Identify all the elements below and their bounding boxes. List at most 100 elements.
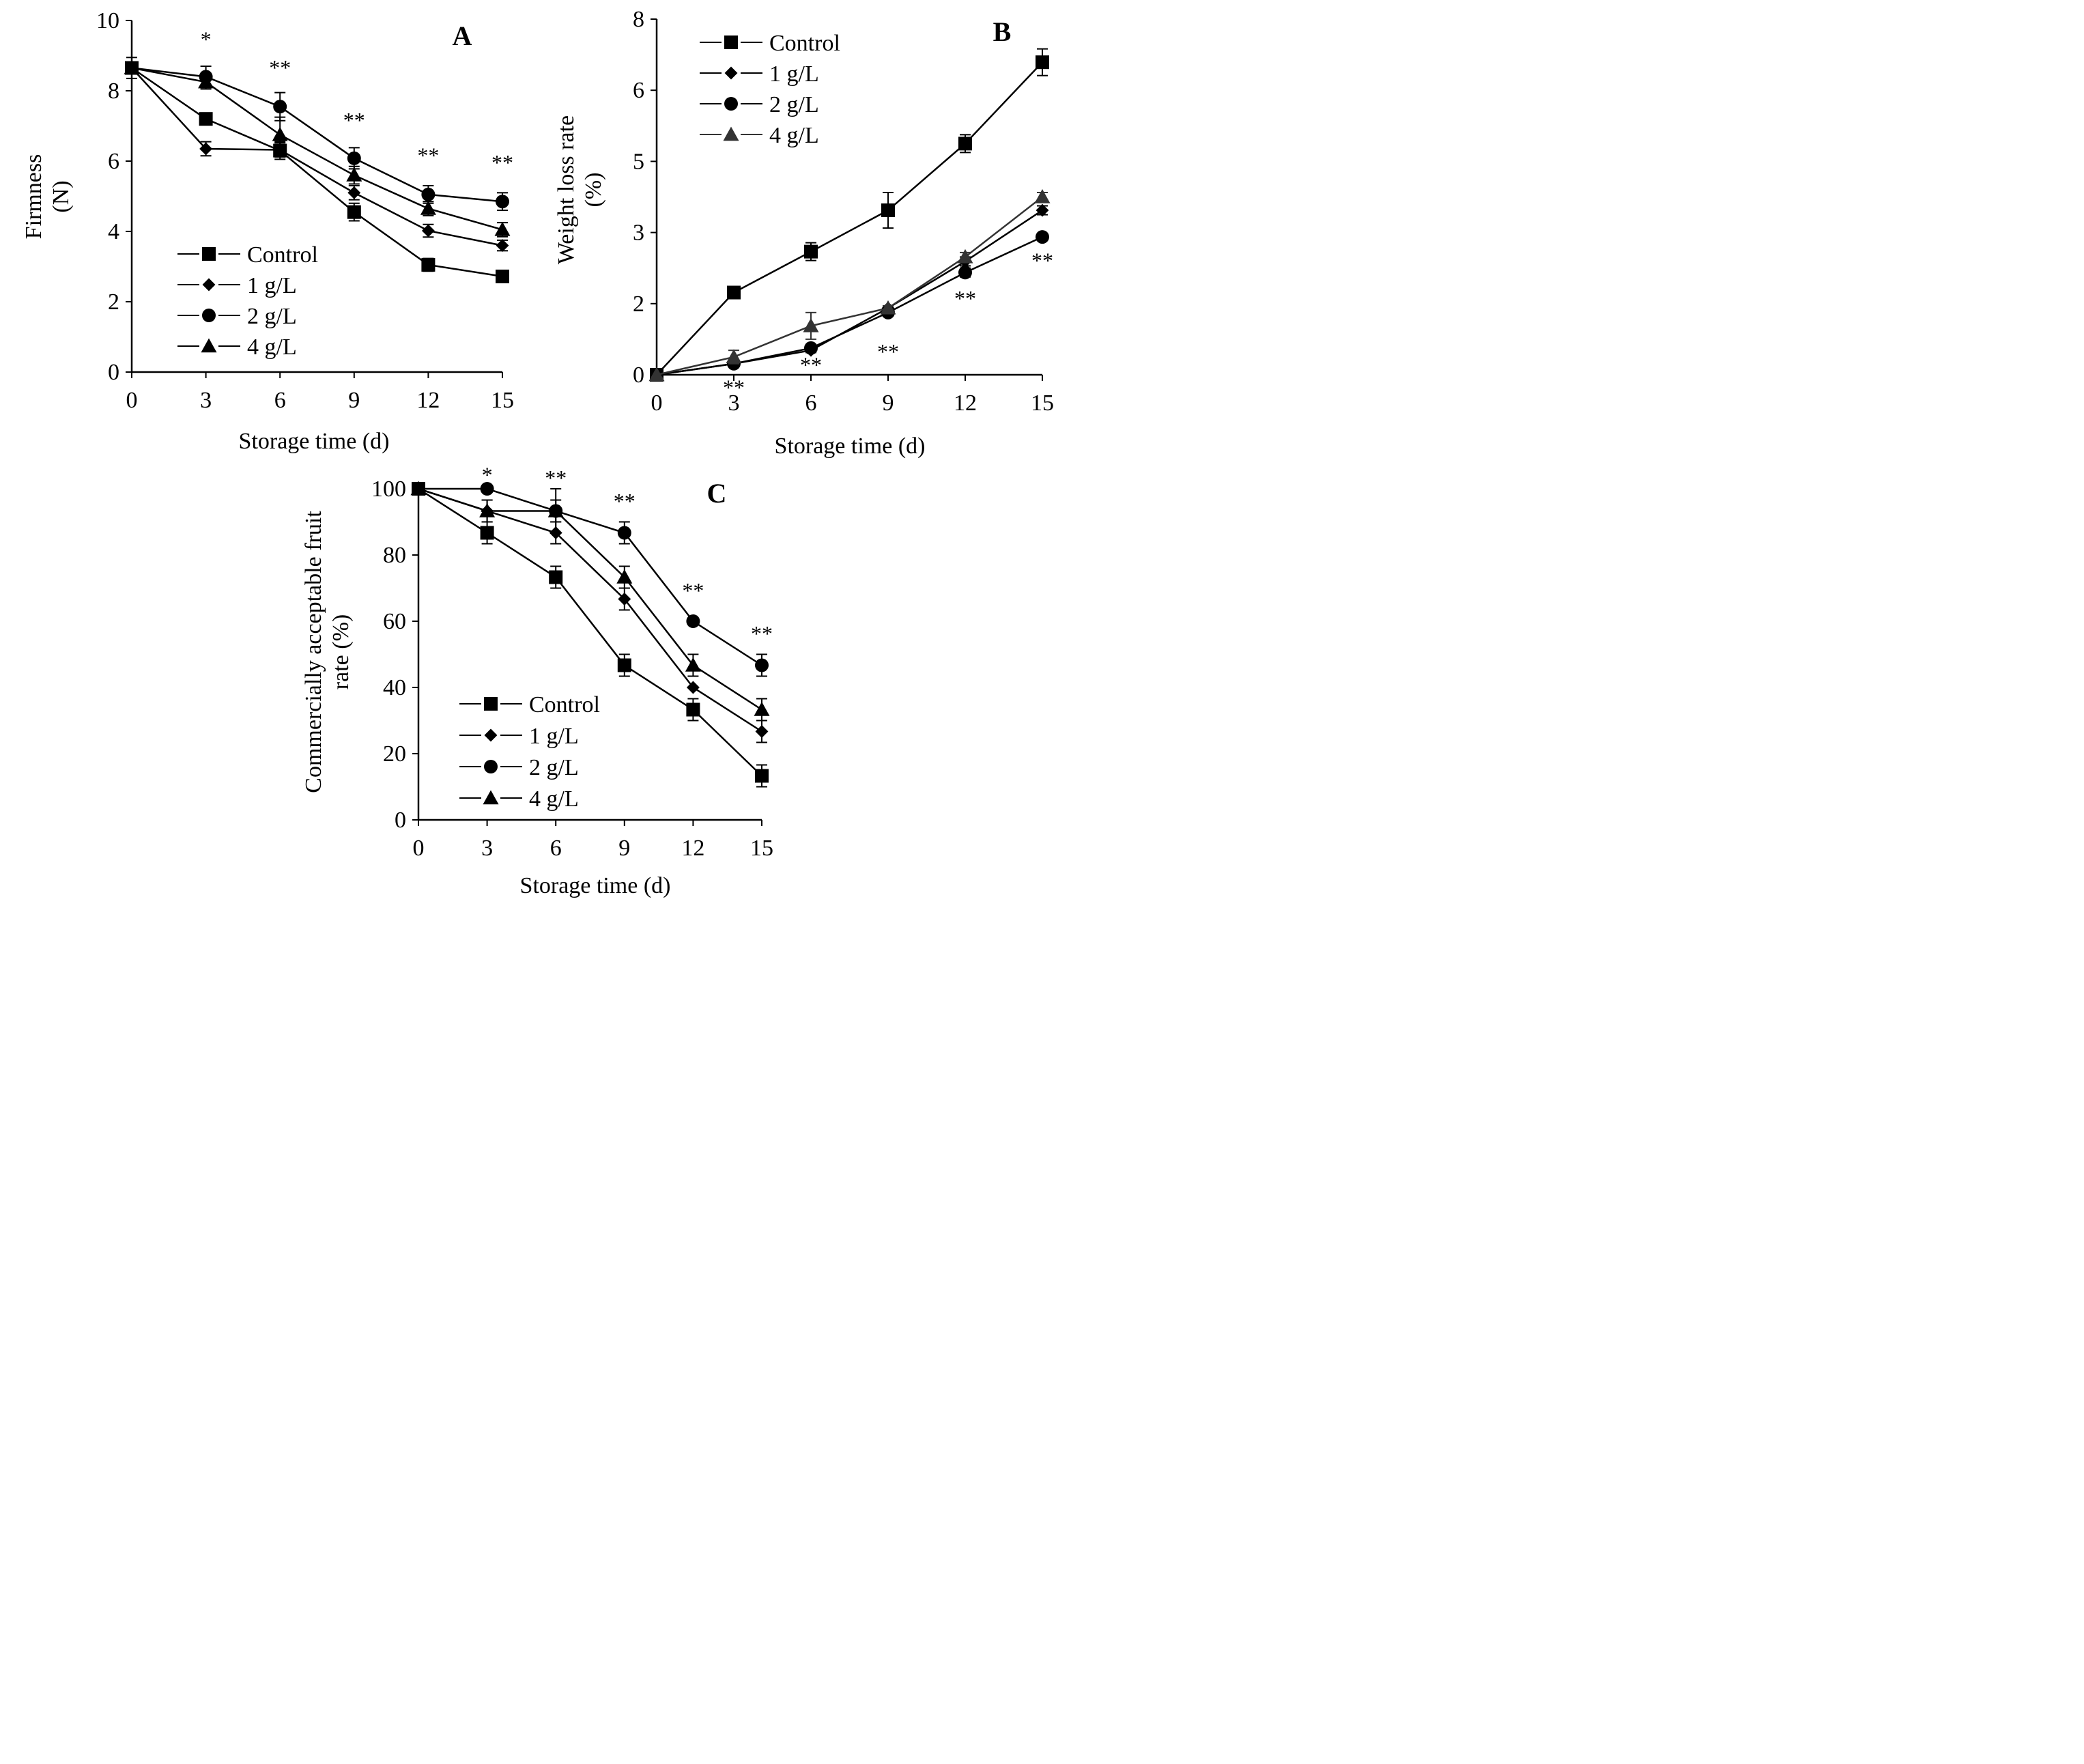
data-point <box>1034 189 1051 203</box>
legend-marker <box>201 338 217 353</box>
legend-marker <box>202 278 216 291</box>
data-point <box>958 137 972 151</box>
data-point <box>755 769 769 783</box>
legend-label: 4 g/L <box>769 123 819 148</box>
legend-item: 2 g/L <box>177 304 297 329</box>
data-point <box>616 569 633 584</box>
x-axis-label: Storage time (d) <box>239 429 390 454</box>
data-point <box>618 593 631 606</box>
legend-label: Control <box>769 31 840 56</box>
legend-marker <box>723 126 739 141</box>
x-tick-label: 9 <box>618 836 630 861</box>
series-4-g-l <box>124 57 511 238</box>
x-tick-label: 0 <box>413 836 425 861</box>
legend-marker <box>484 728 498 742</box>
series-4-g-l <box>648 189 1051 382</box>
data-point <box>124 60 140 74</box>
data-point <box>421 257 436 272</box>
x-tick-label: 0 <box>651 390 663 416</box>
x-tick-label: 9 <box>883 390 894 416</box>
legend-item: Control <box>459 692 600 717</box>
series-line <box>656 61 1043 375</box>
legend-label: 2 g/L <box>529 755 579 780</box>
significance-mark: ** <box>751 621 773 646</box>
legend-marker <box>202 247 216 261</box>
legend-item: 4 g/L <box>459 786 579 812</box>
series-line <box>656 236 1043 376</box>
data-point <box>496 269 509 283</box>
y-axis-label-line: Firmness <box>21 154 46 240</box>
legend-item: 2 g/L <box>700 92 819 117</box>
x-tick-label: 3 <box>481 836 493 861</box>
legend-label: 1 g/L <box>247 273 297 298</box>
data-point <box>347 205 361 219</box>
y-axis-label: Commercially acceptable fruitrate (%) <box>301 511 354 793</box>
data-point <box>686 702 700 717</box>
y-tick-label: 8 <box>633 7 644 32</box>
x-tick-label: 6 <box>550 836 562 861</box>
legend-item: 1 g/L <box>177 273 297 298</box>
legend-marker <box>483 790 499 805</box>
series-line <box>418 487 762 711</box>
data-point <box>755 725 769 738</box>
y-tick-label: 6 <box>108 149 119 174</box>
y-axis-label-line: Weight loss rate <box>554 115 579 264</box>
data-point <box>686 681 700 694</box>
data-point <box>547 502 564 517</box>
data-point <box>496 239 509 253</box>
data-point <box>494 221 511 236</box>
data-point <box>549 570 563 584</box>
series-4-g-l <box>410 481 770 722</box>
chart-panel-a: 0 2 4 6 8 10 0 3 6 9 12 15 Storage time (d) Firmness(… <box>21 8 514 454</box>
significance-mark: ** <box>491 150 513 175</box>
y-tick-label: 3 <box>633 220 644 246</box>
series-line <box>656 196 1043 376</box>
data-point <box>410 481 427 496</box>
significance-mark: ** <box>269 55 291 80</box>
significance-mark: ** <box>877 339 899 364</box>
x-tick-label: 12 <box>416 388 440 413</box>
data-point <box>755 658 769 672</box>
x-tick-label: 3 <box>728 390 740 416</box>
y-tick-label: 10 <box>96 8 119 33</box>
y-tick-label: 20 <box>383 741 406 767</box>
y-axis-label-line: Commercially acceptable fruit <box>301 511 326 793</box>
data-point <box>804 341 818 355</box>
y-tick-label: 60 <box>383 609 406 634</box>
chart-panel-b: 0 2 3 5 6 8 0 3 6 9 12 15 Storage time (d) Weight los… <box>554 7 1054 459</box>
y-tick-label: 2 <box>633 291 644 317</box>
x-tick-label: 15 <box>750 836 773 861</box>
significance-mark: ** <box>417 143 439 168</box>
x-axis-label: Storage time (d) <box>520 873 671 898</box>
data-point <box>881 203 895 218</box>
x-tick-label: 6 <box>805 390 817 416</box>
significance-mark: ** <box>723 375 745 399</box>
legend-item: Control <box>700 31 840 56</box>
y-tick-label: 40 <box>383 675 406 700</box>
series-line <box>418 487 762 666</box>
y-axis-label: Firmness(N) <box>21 154 74 240</box>
legend-label: 2 g/L <box>769 92 819 117</box>
legend-marker <box>484 697 498 711</box>
y-tick-label: 100 <box>371 476 406 502</box>
series-line <box>131 67 503 203</box>
y-tick-label: 80 <box>383 543 406 568</box>
data-point <box>880 300 896 315</box>
legend: Control 1 g/L 2 g/L 4 g/L <box>700 31 840 148</box>
significance-mark: ** <box>343 108 365 132</box>
data-point <box>803 317 819 332</box>
panel-letter: C <box>707 478 727 509</box>
legend-label: 2 g/L <box>247 304 297 329</box>
data-point <box>347 186 361 199</box>
data-point <box>754 701 770 716</box>
legend: Control 1 g/L 2 g/L 4 g/L <box>459 692 600 812</box>
data-point <box>272 126 288 141</box>
x-tick-label: 15 <box>1031 390 1054 416</box>
data-point <box>480 482 494 496</box>
legend: Control 1 g/L 2 g/L 4 g/L <box>177 242 318 360</box>
x-tick-label: 15 <box>491 388 514 413</box>
legend-label: Control <box>247 242 318 268</box>
y-axis-label-line: rate (%) <box>328 614 354 689</box>
legend-item: 1 g/L <box>700 61 819 87</box>
